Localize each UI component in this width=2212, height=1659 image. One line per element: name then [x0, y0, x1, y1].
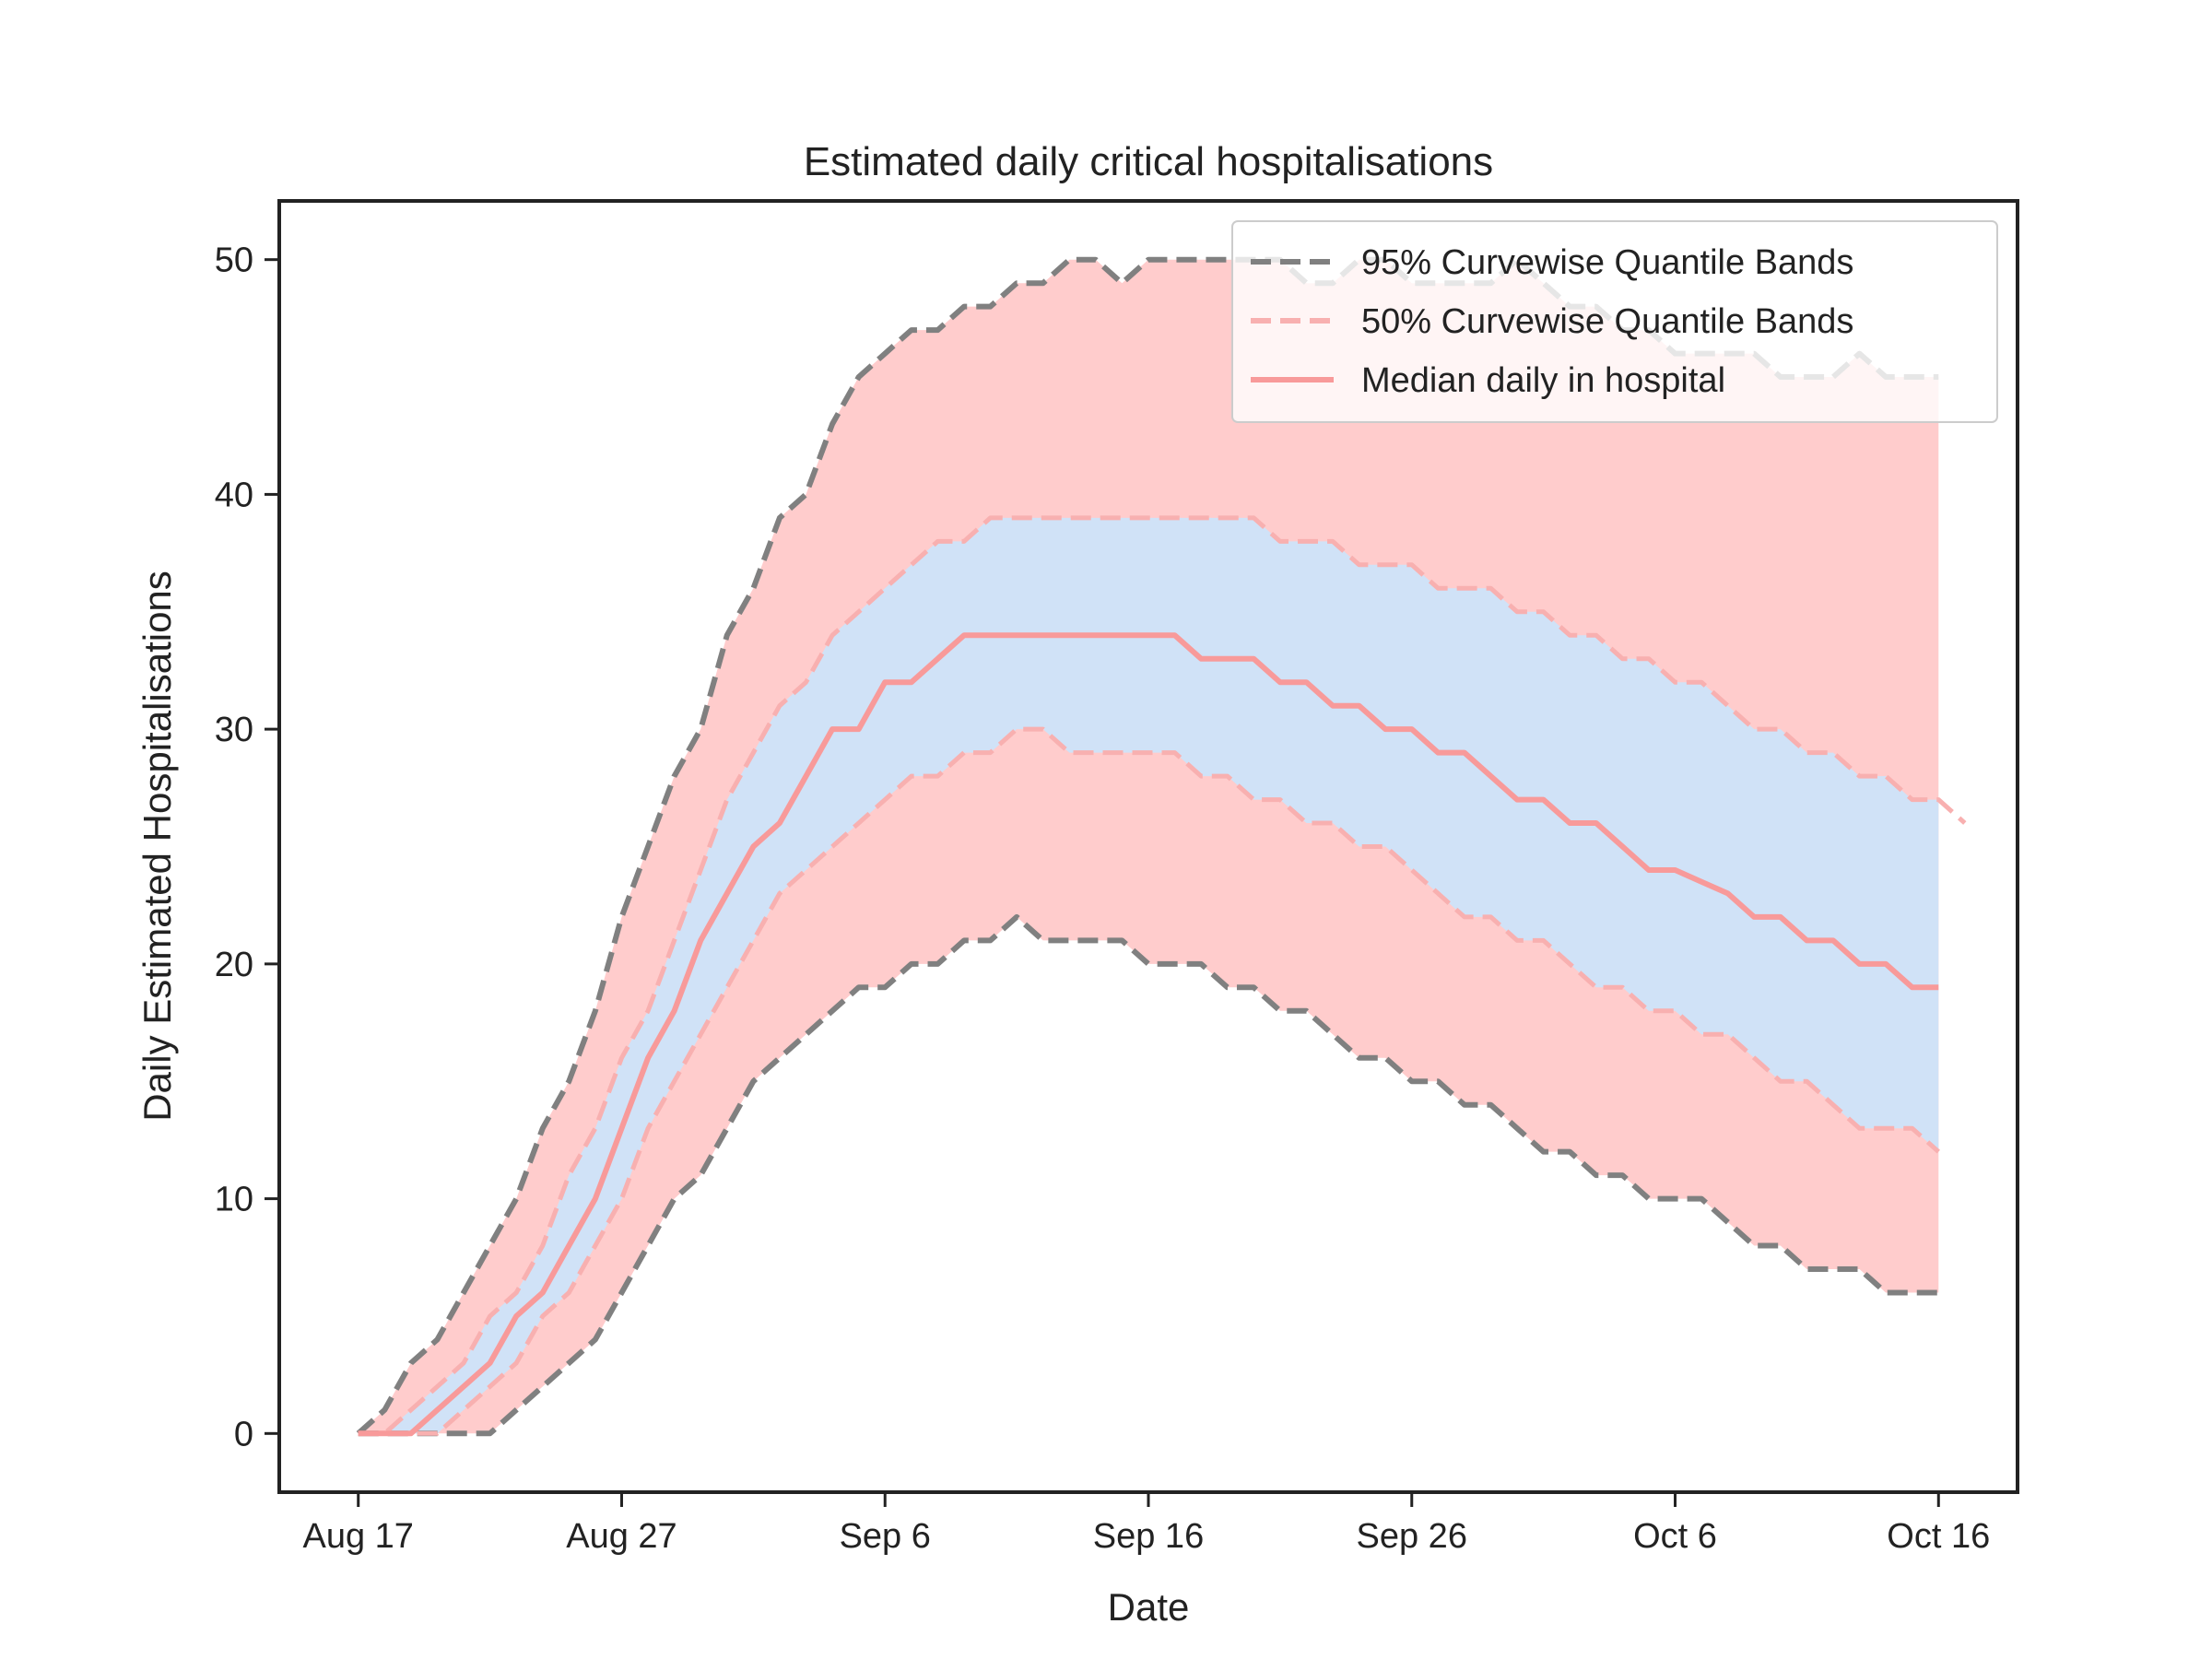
x-tick-label: Aug 27 [566, 1517, 677, 1556]
x-tick-label: Oct 6 [1633, 1517, 1717, 1556]
y-tick-label: 20 [215, 946, 253, 984]
legend-box [1231, 220, 1998, 423]
legend-label: 50% Curvewise Quantile Bands [1361, 302, 1853, 341]
band-95-fill [358, 259, 1939, 1434]
chart-title: Estimated daily critical hospitalisation… [804, 139, 1493, 184]
series-50-upper-line [358, 515, 1967, 1436]
plot-layer [356, 256, 1967, 1437]
series-95-lower-line [358, 913, 1939, 1437]
y-tick-label: 0 [234, 1415, 253, 1453]
y-tick-label: 30 [215, 711, 253, 749]
series-50-lower-line [358, 726, 1940, 1436]
x-tick-label: Oct 16 [1887, 1517, 1990, 1556]
legend-label: Median daily in hospital [1361, 361, 1725, 400]
x-tick-label: Sep 6 [840, 1517, 931, 1556]
x-tick-label: Sep 16 [1093, 1517, 1204, 1556]
series-median-line [358, 632, 1939, 1437]
y-tick-label: 50 [215, 241, 253, 280]
x-tick-label: Sep 26 [1357, 1517, 1467, 1556]
y-axis: 0 10 20 30 40 50 [215, 241, 279, 1453]
y-axis-title: Daily Estimated Hospitalisations [135, 571, 179, 1122]
x-axis-title: Date [1108, 1585, 1190, 1629]
band-50-fill [358, 517, 1939, 1434]
legend-label: 95% Curvewise Quantile Bands [1361, 243, 1853, 282]
legend: 95% Curvewise Quantile Bands 50% Curvewis… [1231, 220, 1998, 423]
x-axis: Aug 17 Aug 27 Sep 6 Sep 16 Sep 26 Oct 6 Oct 16 [303, 1492, 1990, 1556]
x-tick-label: Aug 17 [303, 1517, 414, 1556]
y-tick-label: 10 [215, 1181, 253, 1219]
y-tick-label: 40 [215, 476, 253, 514]
